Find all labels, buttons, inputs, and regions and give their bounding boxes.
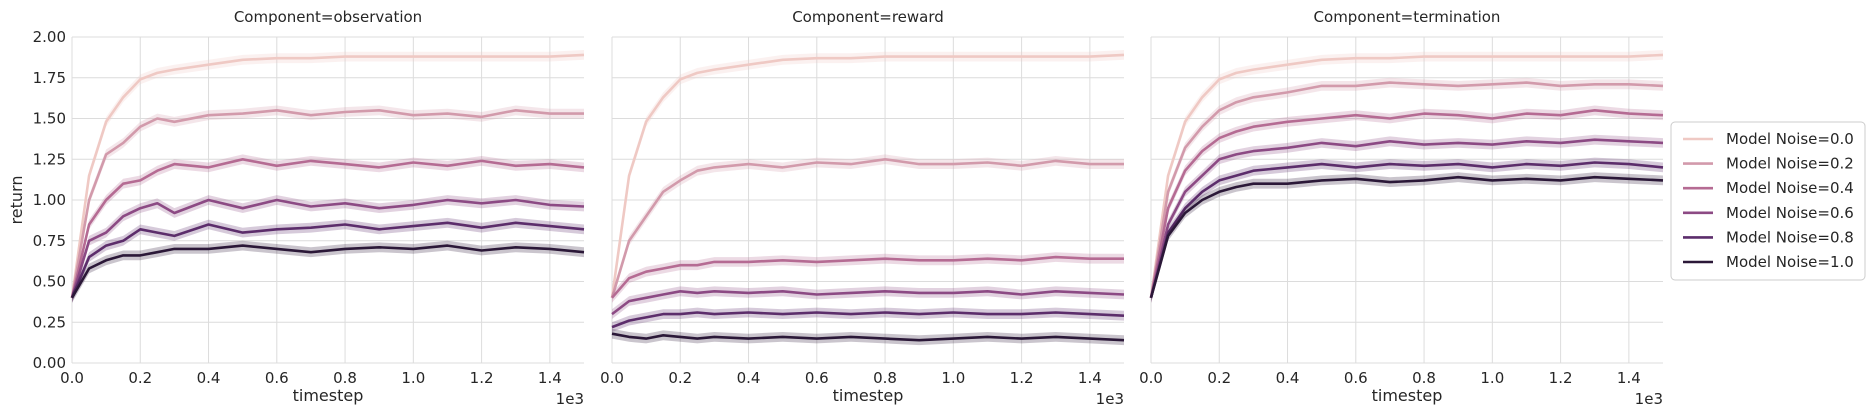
x-tick-label: 1.4 (1078, 369, 1102, 387)
y-tick-label: 0.00 (33, 354, 66, 372)
y-axis-title: return (7, 176, 26, 225)
x-tick-label: 0.6 (265, 369, 289, 387)
x-axis-title: timestep (293, 386, 364, 405)
x-tick-label: 0.8 (873, 369, 897, 387)
x-tick-label: 0.2 (668, 369, 692, 387)
x-tick-label: 0.2 (128, 369, 152, 387)
y-tick-label: 1.25 (33, 150, 66, 168)
y-tick-label: 2.00 (33, 28, 66, 46)
series-band (612, 286, 1124, 319)
x-tick-label: 1.0 (1480, 369, 1504, 387)
x-tick-label: 1.0 (401, 369, 425, 387)
panel-title: Component=observation (234, 8, 422, 26)
panel-title: Component=termination (1314, 8, 1501, 26)
series-line (70, 158, 585, 299)
x-tick-label: 0.4 (1276, 369, 1300, 387)
x-scale-label: 1e3 (556, 390, 584, 408)
series-line (611, 311, 1125, 329)
series-line (70, 109, 584, 299)
legend-box (1670, 121, 1866, 281)
x-tick-label: 1.2 (1549, 369, 1573, 387)
legend-label: Model Noise=0.4 (1726, 179, 1854, 197)
x-tick-label: 1.0 (941, 369, 965, 387)
series-line (70, 221, 585, 299)
x-tick-label: 0.4 (197, 369, 221, 387)
series-band (72, 195, 584, 303)
legend-label: Model Noise=1.0 (1726, 253, 1854, 271)
x-tick-label: 0.6 (805, 369, 829, 387)
x-tick-label: 1.4 (538, 369, 562, 387)
x-scale-label: 1e3 (1635, 390, 1663, 408)
x-tick-label: 1.2 (470, 369, 494, 387)
legend-label: Model Noise=0.6 (1726, 204, 1854, 222)
y-tick-label: 0.25 (33, 313, 66, 331)
x-tick-label: 1.4 (1617, 369, 1641, 387)
series-line (70, 244, 585, 299)
y-tick-label: 1.75 (33, 69, 66, 87)
y-tick-label: 1.50 (33, 110, 66, 128)
x-tick-label: 1.2 (1010, 369, 1034, 387)
panel-title: Component=reward (792, 8, 944, 26)
series-band (72, 217, 584, 303)
y-tick-label: 0.75 (33, 232, 66, 250)
series-line (1149, 138, 1664, 299)
legend-label: Model Noise=0.0 (1726, 130, 1854, 148)
x-tick-label: 0.6 (1344, 369, 1368, 387)
x-scale-label: 1e3 (1096, 390, 1124, 408)
x-tick-label: 0.0 (60, 369, 84, 387)
x-axis-title: timestep (833, 386, 904, 405)
series-line (70, 198, 585, 299)
series-line (611, 255, 1124, 299)
series-line (611, 289, 1125, 316)
legend-label: Model Noise=0.2 (1726, 155, 1854, 173)
legend: Model Noise=0.0 Model Noise=0.2 Model Nois… (1670, 121, 1866, 281)
series-band (612, 307, 1124, 332)
series-band (72, 154, 584, 303)
series-line (1149, 53, 1664, 298)
series-line (610, 53, 1125, 298)
panel-2: 0.0 0.2 0.4 0.6 0.8 1.0 1.2 1.4 1e3 timestep Compo… (1139, 8, 1664, 408)
y-tick-label: 0.50 (33, 273, 66, 291)
legend-label: Model Noise=0.8 (1726, 228, 1854, 246)
x-tick-label: 0.4 (737, 369, 761, 387)
series-line (1149, 109, 1664, 299)
series-band (612, 252, 1124, 303)
x-tick-label: 0.0 (600, 369, 624, 387)
panel-0: 0.0 0.2 0.4 0.6 0.8 1.0 1.2 1.4 1e3 timestep Compo… (7, 8, 585, 408)
series-band (1151, 172, 1663, 303)
series-line (1149, 175, 1664, 299)
x-tick-label: 0.2 (1207, 369, 1231, 387)
panel-1: 0.0 0.2 0.4 0.6 0.8 1.0 1.2 1.4 1e3 timestep Compo… (600, 8, 1125, 408)
x-tick-label: 0.8 (1412, 369, 1436, 387)
y-tick-label: 1.00 (33, 191, 66, 209)
x-tick-label: 0.0 (1139, 369, 1163, 387)
x-tick-label: 0.8 (333, 369, 357, 387)
series-line (1149, 161, 1664, 299)
series-line (1149, 81, 1664, 299)
x-axis-title: timestep (1372, 386, 1443, 405)
series-line (610, 158, 1124, 299)
series-line (611, 332, 1125, 342)
series-line (70, 53, 585, 298)
